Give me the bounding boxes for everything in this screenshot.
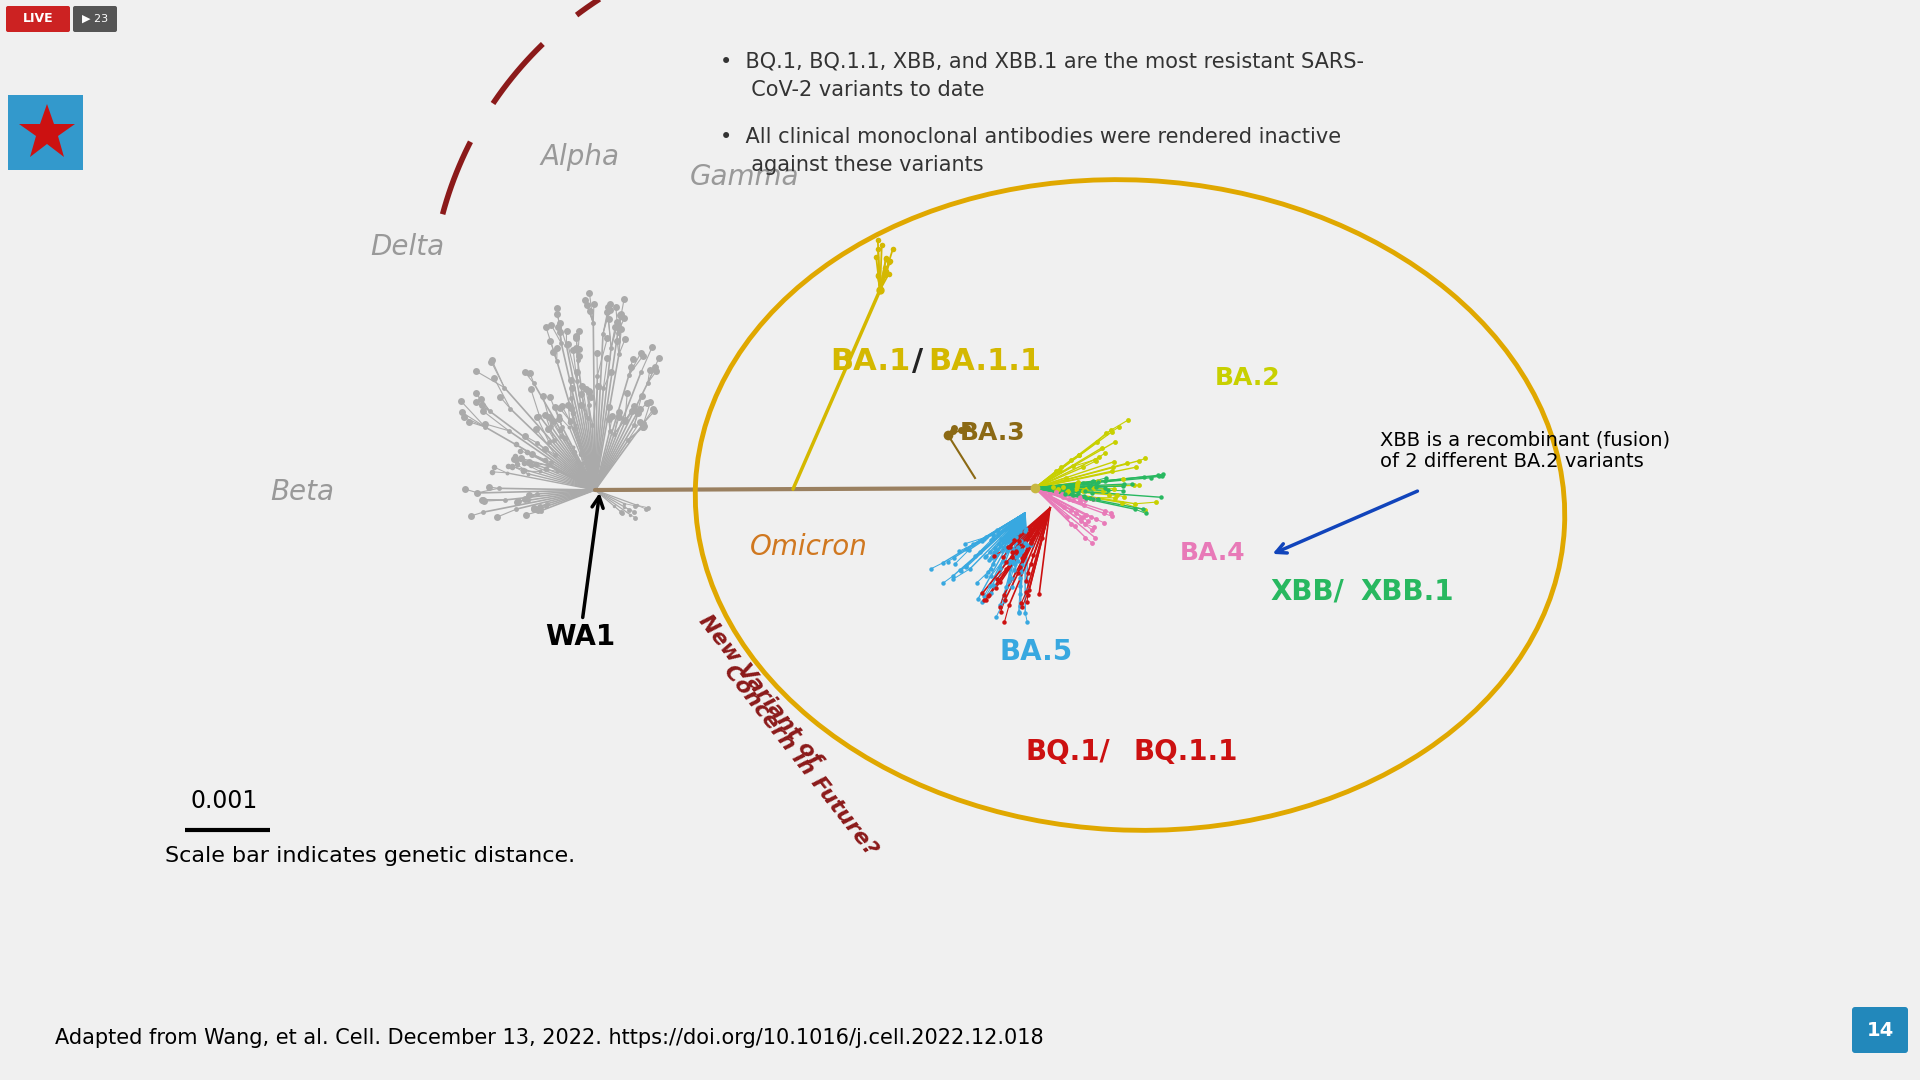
Text: 14: 14 <box>1866 1021 1893 1039</box>
Text: Omicron: Omicron <box>751 534 868 561</box>
Text: XBB.1: XBB.1 <box>1359 578 1453 606</box>
Text: CoV-2 variants to date: CoV-2 variants to date <box>737 80 985 100</box>
Text: Scale bar indicates genetic distance.: Scale bar indicates genetic distance. <box>165 846 576 866</box>
FancyBboxPatch shape <box>1853 1007 1908 1053</box>
Text: XBB/: XBB/ <box>1269 578 1344 606</box>
Text: XBB is a recombinant (fusion): XBB is a recombinant (fusion) <box>1380 430 1670 449</box>
Text: Adapted from Wang, et al. Cell. December 13, 2022. https://doi.org/10.1016/j.cel: Adapted from Wang, et al. Cell. December… <box>56 1028 1044 1048</box>
Text: against these variants: against these variants <box>737 156 983 175</box>
Text: BA.4: BA.4 <box>1181 541 1246 565</box>
Text: BA.2: BA.2 <box>1215 366 1281 390</box>
Text: BA.3: BA.3 <box>960 421 1025 445</box>
Text: BA.1: BA.1 <box>829 347 910 376</box>
Text: BQ.1/: BQ.1/ <box>1025 738 1110 766</box>
Text: BA.5: BA.5 <box>1000 638 1073 666</box>
Text: ▶ 23: ▶ 23 <box>83 14 108 24</box>
Text: BQ.1.1: BQ.1.1 <box>1133 738 1236 766</box>
Text: LIVE: LIVE <box>23 13 54 26</box>
Text: Delta: Delta <box>371 233 444 261</box>
Text: •  All clinical monoclonal antibodies were rendered inactive: • All clinical monoclonal antibodies wer… <box>720 127 1342 147</box>
Text: Alpha: Alpha <box>540 143 618 171</box>
Text: Concern in Future?: Concern in Future? <box>720 661 881 860</box>
Text: WA1: WA1 <box>545 497 614 651</box>
FancyBboxPatch shape <box>6 6 69 32</box>
Text: /: / <box>912 347 924 376</box>
Text: BA.1.1: BA.1.1 <box>927 347 1041 376</box>
Text: Beta: Beta <box>271 478 334 507</box>
Text: New Variant of: New Variant of <box>695 611 826 769</box>
Text: 0.001: 0.001 <box>190 789 257 813</box>
FancyBboxPatch shape <box>73 6 117 32</box>
Text: •  BQ.1, BQ.1.1, XBB, and XBB.1 are the most resistant SARS-: • BQ.1, BQ.1.1, XBB, and XBB.1 are the m… <box>720 52 1363 72</box>
Text: Gamma: Gamma <box>689 163 799 191</box>
Bar <box>8 95 83 170</box>
Text: of 2 different BA.2 variants: of 2 different BA.2 variants <box>1380 453 1644 471</box>
